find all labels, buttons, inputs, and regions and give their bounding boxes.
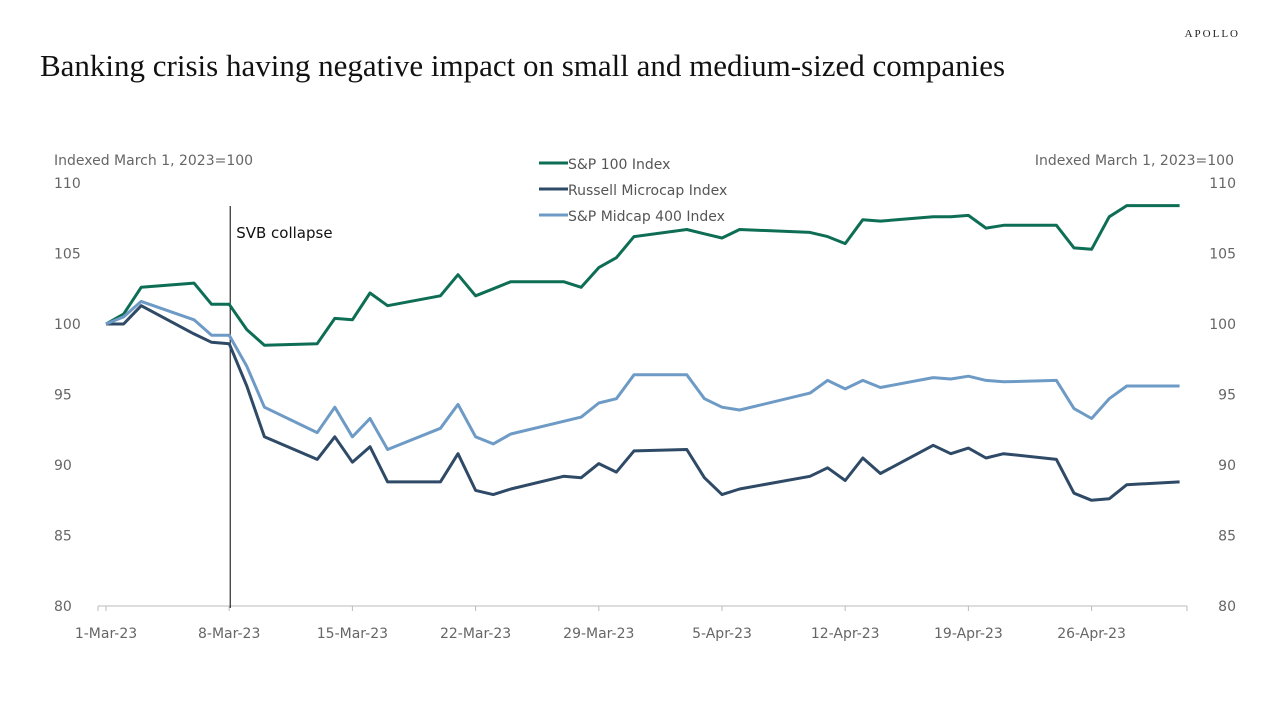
svb-collapse-label: SVB collapse bbox=[236, 224, 332, 242]
x-tick-label: 15-Mar-23 bbox=[317, 626, 388, 642]
y-tick-label-left: 110 bbox=[54, 176, 81, 192]
y-tick-label-right: 90 bbox=[1218, 458, 1236, 474]
legend-label: S&P 100 Index bbox=[568, 157, 670, 173]
x-tick-label: 26-Apr-23 bbox=[1057, 626, 1126, 642]
x-tick-label: 5-Apr-23 bbox=[692, 626, 752, 642]
series-line-2 bbox=[105, 299, 1180, 451]
legend-label: S&P Midcap 400 Index bbox=[568, 209, 725, 225]
y-axis-label-right: Indexed March 1, 2023=100 bbox=[1035, 153, 1234, 169]
series-line-0 bbox=[105, 204, 1180, 347]
y-tick-label-left: 100 bbox=[54, 317, 81, 333]
y-tick-label-right: 105 bbox=[1209, 247, 1236, 263]
x-tick-label: 8-Mar-23 bbox=[198, 626, 260, 642]
y-axis-label-left: Indexed March 1, 2023=100 bbox=[54, 153, 253, 169]
y-tick-label-left: 85 bbox=[54, 529, 72, 545]
y-tick-label-left: 95 bbox=[54, 388, 72, 404]
chart-title: Banking crisis having negative impact on… bbox=[40, 48, 1006, 83]
legend-label: Russell Microcap Index bbox=[568, 183, 727, 199]
x-tick-label: 29-Mar-23 bbox=[563, 626, 634, 642]
x-tick-label: 19-Apr-23 bbox=[934, 626, 1003, 642]
y-tick-label-right: 95 bbox=[1218, 388, 1236, 404]
y-tick-label-right: 110 bbox=[1209, 176, 1236, 192]
y-tick-label-left: 105 bbox=[54, 247, 81, 263]
y-tick-label-right: 85 bbox=[1218, 529, 1236, 545]
x-tick-label: 12-Apr-23 bbox=[811, 626, 880, 642]
series-line-1 bbox=[106, 304, 1180, 502]
apollo-logo: APOLLO bbox=[1184, 28, 1240, 40]
y-tick-label-right: 80 bbox=[1218, 599, 1236, 615]
x-tick-label: 22-Mar-23 bbox=[440, 626, 511, 642]
y-tick-label-right: 100 bbox=[1209, 317, 1236, 333]
y-tick-label-left: 80 bbox=[54, 599, 72, 615]
x-tick-label: 1-Mar-23 bbox=[75, 626, 137, 642]
y-tick-label-left: 90 bbox=[54, 458, 72, 474]
